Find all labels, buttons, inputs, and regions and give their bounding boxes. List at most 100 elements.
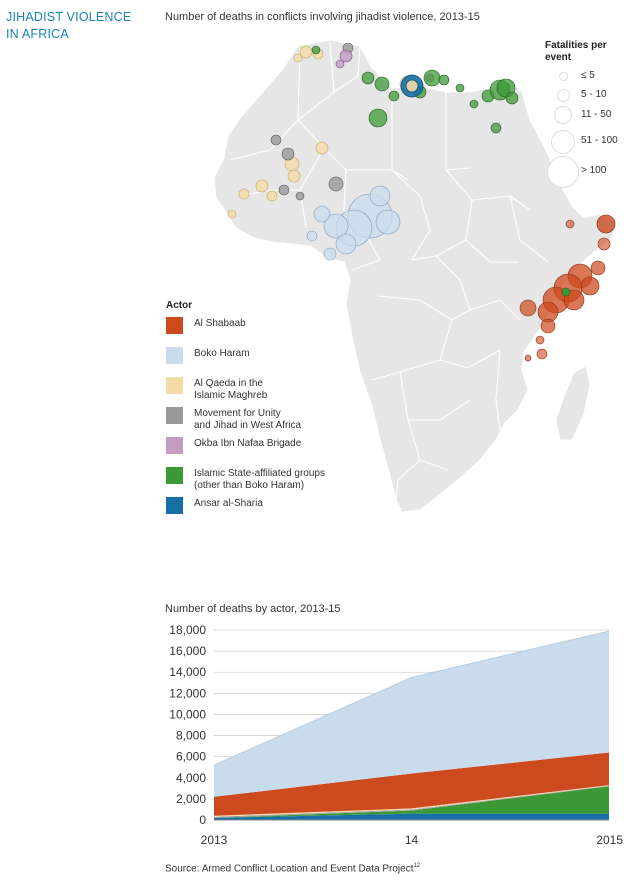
x-tick-label: 14 xyxy=(405,833,419,847)
y-tick-label: 6,000 xyxy=(176,750,206,764)
actor-legend-item: Al Qaeda in the Islamic Maghreb xyxy=(166,377,396,407)
events-mujao xyxy=(270,42,354,201)
source-text: Source: Armed Conflict Location and Even… xyxy=(165,863,414,875)
event-marker xyxy=(597,237,611,251)
y-tick-label: 18,000 xyxy=(169,623,206,637)
event-marker xyxy=(388,90,400,102)
map-title: Number of deaths in conflicts involving … xyxy=(165,11,480,23)
event-marker xyxy=(323,247,337,261)
event-marker xyxy=(266,190,278,202)
event-marker xyxy=(405,79,419,93)
event-marker xyxy=(299,45,313,59)
y-tick-label: 14,000 xyxy=(169,665,206,679)
x-tick-label: 2015 xyxy=(596,833,623,847)
source-footnote: 12 xyxy=(413,863,421,869)
y-tick-label: 2,000 xyxy=(176,792,206,806)
fatalities-legend-title: Fatalities per event xyxy=(545,40,637,64)
actor-legend-item: Movement for Unity and Jihad in West Afr… xyxy=(166,407,396,437)
fatalities-legend-label: > 100 xyxy=(581,165,607,176)
area-series xyxy=(214,813,609,820)
event-marker xyxy=(335,59,345,69)
event-marker xyxy=(315,141,329,155)
area-series xyxy=(214,752,609,816)
event-marker xyxy=(281,147,295,161)
actor-legend-item: Ansar al-Sharia xyxy=(166,497,396,527)
actor-label: Islamic State-affiliated groups (other t… xyxy=(194,468,325,491)
y-tick-label: 12,000 xyxy=(169,686,206,700)
y-tick-label: 16,000 xyxy=(169,644,206,658)
y-tick-label: 0 xyxy=(199,813,206,827)
side-title-line1: JIHADIST VIOLENCE xyxy=(6,10,132,24)
actor-label: Boko Haram xyxy=(194,348,250,359)
event-marker xyxy=(519,299,537,317)
side-title-line2: IN AFRICA xyxy=(6,27,69,41)
actor-legend-title: Actor xyxy=(166,300,193,311)
event-marker xyxy=(505,91,519,105)
event-marker xyxy=(328,176,344,192)
event-marker xyxy=(293,53,303,63)
event-marker xyxy=(369,185,391,207)
event-marker xyxy=(255,179,269,193)
event-marker xyxy=(469,99,479,109)
event-marker xyxy=(596,214,616,234)
event-marker xyxy=(368,108,388,128)
fatalities-legend-title-line2: event xyxy=(545,52,572,63)
fatalities-legend-label: 5 - 10 xyxy=(581,89,607,100)
actor-swatch xyxy=(166,467,183,484)
size-circle-icon xyxy=(551,130,575,154)
fatalities-legend-label: 51 - 100 xyxy=(581,135,618,146)
event-marker-isl-somalia xyxy=(561,287,571,297)
event-marker xyxy=(375,209,401,235)
event-marker xyxy=(590,260,606,276)
africa-map xyxy=(213,39,617,513)
area-chart-title: Number of deaths by actor, 2013-15 xyxy=(165,603,341,615)
side-title: JIHADIST VIOLENCE IN AFRICA xyxy=(6,9,156,43)
size-circle-icon xyxy=(559,72,568,81)
country-borders xyxy=(229,41,549,501)
area-series xyxy=(214,631,609,797)
event-marker xyxy=(423,69,441,87)
y-tick-label: 8,000 xyxy=(176,729,206,743)
event-marker xyxy=(313,205,331,223)
y-tick-label: 10,000 xyxy=(169,707,206,721)
size-circle-icon xyxy=(557,89,570,102)
size-circle-icon xyxy=(554,106,572,124)
event-marker xyxy=(335,233,357,255)
event-marker xyxy=(270,134,282,146)
actor-swatch xyxy=(166,407,183,424)
event-marker xyxy=(361,71,375,85)
event-marker xyxy=(565,219,575,229)
event-marker xyxy=(438,74,450,86)
actor-legend-item: Al Shabaab xyxy=(166,317,396,347)
event-marker xyxy=(455,83,465,93)
actor-legend-item: Okba Ibn Nafaa Brigade xyxy=(166,437,396,467)
area-outline xyxy=(213,630,610,766)
event-marker xyxy=(227,209,237,219)
actor-label: Al Shabaab xyxy=(194,318,246,329)
area-series xyxy=(214,786,609,818)
actor-swatch xyxy=(166,347,183,364)
event-marker xyxy=(374,76,390,92)
actor-label: Al Qaeda in the Islamic Maghreb xyxy=(194,378,268,401)
actor-legend-item: Boko Haram xyxy=(166,347,396,377)
actor-swatch xyxy=(166,497,183,514)
fatalities-legend-label: ≤ 5 xyxy=(581,70,595,81)
source-note: Source: Armed Conflict Location and Even… xyxy=(165,863,420,874)
actor-label: Okba Ibn Nafaa Brigade xyxy=(194,438,302,449)
event-marker xyxy=(323,213,349,239)
events-ansar-al-sharia xyxy=(400,74,424,98)
actor-legend: Actor Al Shabaab Boko Haram Al Qaeda in th… xyxy=(166,300,396,527)
event-marker xyxy=(535,335,545,345)
events-boko-haram xyxy=(306,185,401,261)
size-circle-icon xyxy=(547,156,579,188)
event-marker xyxy=(278,184,290,196)
event-marker xyxy=(524,354,532,362)
event-marker xyxy=(580,276,600,296)
x-tick-label: 2013 xyxy=(201,833,228,847)
event-marker xyxy=(490,122,502,134)
events-is-affiliated xyxy=(311,45,519,134)
actor-label: Movement for Unity and Jihad in West Afr… xyxy=(194,408,302,431)
fatalities-legend: Fatalities per event ≤ 5 5 - 10 11 - 50 … xyxy=(545,40,637,188)
actor-label: Ansar al-Sharia xyxy=(194,498,263,509)
event-marker xyxy=(339,49,353,63)
